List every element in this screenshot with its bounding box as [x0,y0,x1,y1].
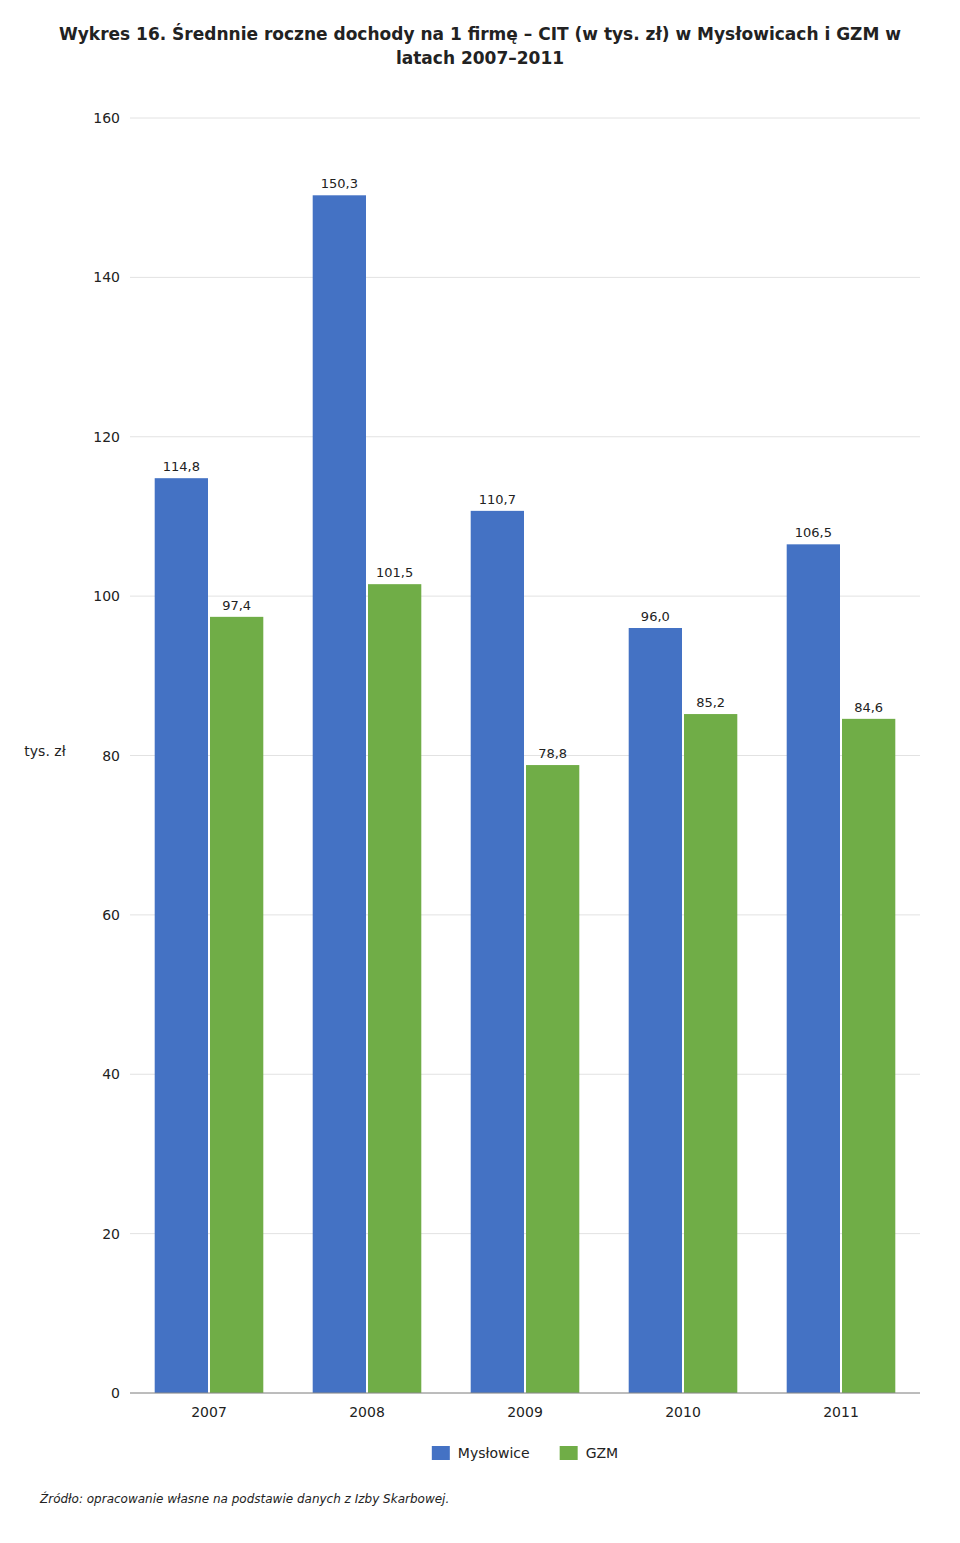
data-label: 114,8 [163,459,200,474]
y-tick-label: 0 [111,1385,120,1401]
legend-label: GZM [586,1445,619,1461]
x-tick-label: 2008 [349,1404,385,1420]
data-label: 101,5 [376,565,413,580]
y-tick-label: 60 [102,907,120,923]
bar [842,719,895,1393]
data-label: 106,5 [795,525,832,540]
bar [471,511,524,1393]
bar [368,584,421,1393]
legend-swatch [560,1446,578,1460]
title-line: Wykres 16. Średnnie roczne dochody na 1 … [59,23,901,44]
y-axis-label: tys. zł [24,743,65,759]
grid-line [130,118,920,119]
bar [526,765,579,1393]
data-label: 96,0 [641,609,670,624]
data-labels: 114,8 150,3 110,7 96,0 106,5 97,4 101,5 78,8 85,… [163,176,883,761]
y-tick-label: 40 [102,1066,120,1082]
x-tick-label: 2007 [191,1404,227,1420]
x-axis-line [130,1393,920,1394]
legend-swatch [432,1446,450,1460]
bar [787,544,840,1393]
data-label: 97,4 [222,598,251,613]
bar [313,195,366,1393]
title-line: latach 2007–2011 [396,48,564,68]
y-tick-label: 80 [102,748,120,764]
bar [210,617,263,1393]
grid [130,118,920,1393]
source-note: Źródło: opracowanie własne na podstawie … [39,1491,449,1506]
x-tick-label: 2009 [507,1404,543,1420]
data-label: 110,7 [479,492,516,507]
grid-line [130,1393,920,1394]
chart-container: Wykres 16. Średnnie roczne dochody na 1 … [0,0,960,1543]
grid-line [130,436,920,437]
legend-label: Mysłowice [458,1445,530,1461]
chart-svg: Wykres 16. Średnnie roczne dochody na 1 … [0,0,960,1543]
y-tick-label: 140 [93,269,120,285]
x-tick-label: 2011 [823,1404,859,1420]
bar [684,714,737,1393]
data-label: 78,8 [538,746,567,761]
data-label: 85,2 [696,695,725,710]
legend: Mysłowice GZM [432,1445,618,1461]
chart-title: Wykres 16. Średnnie roczne dochody na 1 … [59,23,901,68]
y-tick-label: 100 [93,588,120,604]
data-label: 150,3 [321,176,358,191]
data-label: 84,6 [854,700,883,715]
y-tick-label: 20 [102,1226,120,1242]
x-tick-label: 2010 [665,1404,701,1420]
grid-line [130,277,920,278]
y-tick-label: 120 [93,429,120,445]
bar [629,628,682,1393]
bar [155,478,208,1393]
bars [155,195,896,1393]
y-tick-label: 160 [93,110,120,126]
